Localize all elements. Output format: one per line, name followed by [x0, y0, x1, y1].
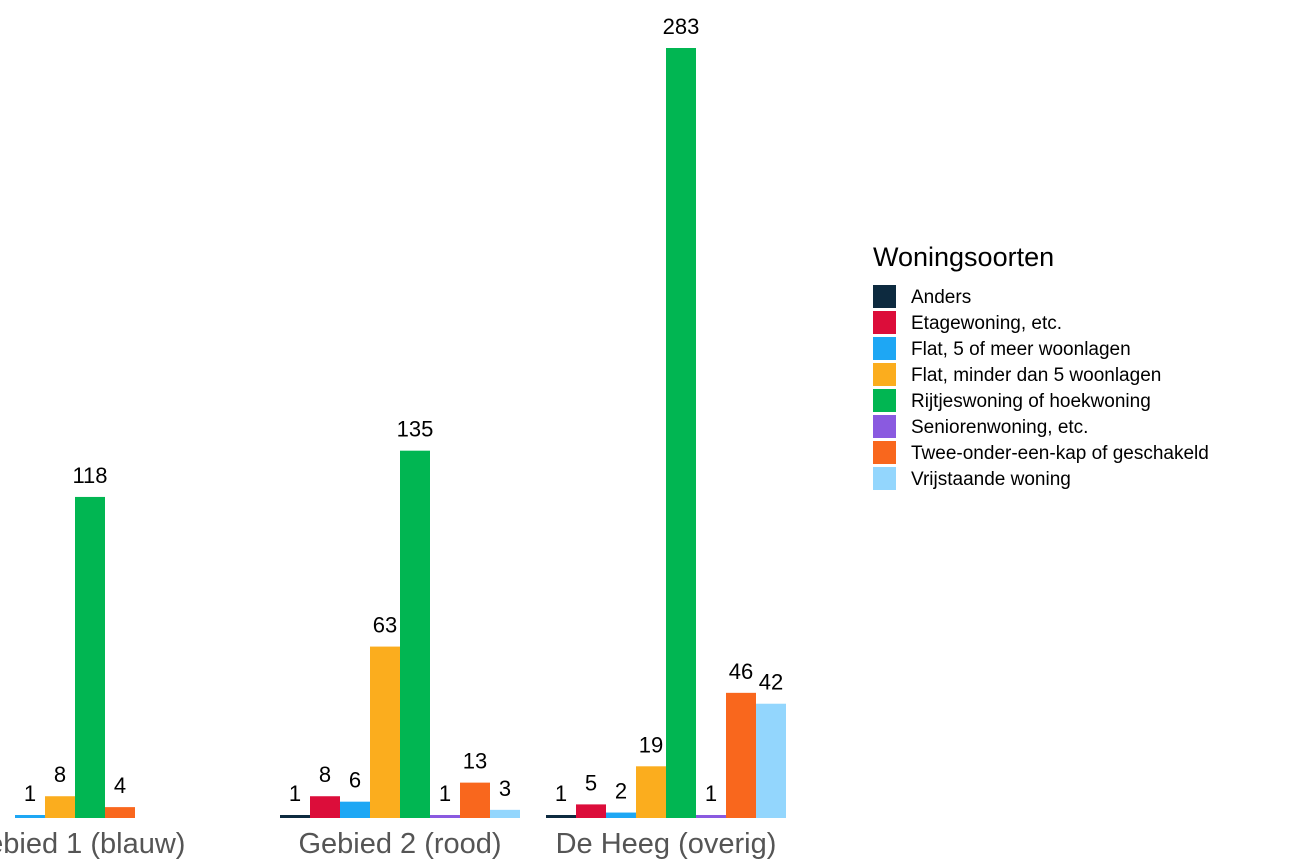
value-label-gebied-1-blauw-twee-onder-een-kap-of-geschakeld: 4 — [114, 773, 126, 798]
legend-swatch-anders — [873, 285, 896, 308]
value-label-de-heeg-overig-twee-onder-een-kap-of-geschakeld: 46 — [729, 659, 753, 684]
bar-gebied-1-blauw-rijtjeswoning-of-hoekwoning — [75, 496, 105, 818]
bar-gebied-2-rood-rijtjeswoning-of-hoekwoning — [400, 450, 430, 818]
bar-de-heeg-overig-seniorenwoning-etc — [696, 815, 726, 818]
legend-swatch-flat-5-of-meer-woonlagen — [873, 337, 896, 360]
value-label-de-heeg-overig-anders: 1 — [555, 781, 567, 806]
x-tick-label-gebied-2-rood: Gebied 2 (rood) — [298, 828, 501, 860]
value-label-de-heeg-overig-rijtjeswoning-of-hoekwoning: 283 — [663, 14, 700, 39]
legend-swatch-etagewoning-etc — [873, 311, 896, 334]
x-axis-tick-labels: Gebied 1 (blauw) Gebied 2 (rood) De Heeg (… — [0, 828, 776, 860]
legend: Woningsoorten Anders Etagewoning, etc. Fla… — [873, 242, 1209, 490]
value-label-gebied-2-rood-rijtjeswoning-of-hoekwoning: 135 — [397, 417, 434, 442]
legend-label-rijtjeswoning-of-hoekwoning: Rijtjeswoning of hoekwoning — [911, 391, 1151, 412]
value-label-gebied-2-rood-flat-minder-dan-5-woonlagen: 63 — [373, 613, 397, 638]
value-label-de-heeg-overig-vrijstaande-woning: 42 — [759, 670, 783, 695]
legend-swatch-rijtjeswoning-of-hoekwoning — [873, 389, 896, 412]
bar-de-heeg-overig-anders — [546, 815, 576, 818]
value-label-de-heeg-overig-flat-minder-dan-5-woonlagen: 19 — [639, 732, 663, 757]
legend-swatch-vrijstaande-woning — [873, 467, 896, 490]
bar-gebied-2-rood-seniorenwoning-etc — [430, 815, 460, 818]
legend-title: Woningsoorten — [873, 242, 1054, 272]
legend-label-vrijstaande-woning: Vrijstaande woning — [911, 469, 1071, 490]
bar-gebied-2-rood-anders — [280, 815, 310, 818]
value-label-gebied-2-rood-flat-5-of-meer-woonlagen: 6 — [349, 768, 361, 793]
bar-de-heeg-overig-etagewoning-etc — [576, 804, 606, 818]
value-label-gebied-1-blauw-rijtjeswoning-of-hoekwoning: 118 — [72, 463, 107, 488]
value-label-gebied-2-rood-vrijstaande-woning: 3 — [499, 776, 511, 801]
value-label-gebied-1-blauw-flat-minder-dan-5-woonlagen: 8 — [54, 762, 66, 787]
value-label-de-heeg-overig-flat-5-of-meer-woonlagen: 2 — [615, 779, 627, 804]
value-label-de-heeg-overig-etagewoning-etc: 5 — [585, 770, 597, 795]
bar-gebied-2-rood-flat-5-of-meer-woonlagen — [340, 801, 370, 818]
bar-gebied-2-rood-flat-minder-dan-5-woonlagen — [370, 646, 400, 818]
bar-gebied-1-blauw-twee-onder-een-kap-of-geschakeld — [105, 807, 135, 818]
legend-swatch-twee-onder-een-kap-of-geschakeld — [873, 441, 896, 464]
x-tick-label-de-heeg-overig: De Heeg (overig) — [556, 828, 777, 860]
legend-label-etagewoning-etc: Etagewoning, etc. — [911, 313, 1062, 334]
bar-de-heeg-overig-vrijstaande-woning — [756, 703, 786, 818]
bar-de-heeg-overig-flat-minder-dan-5-woonlagen — [636, 766, 666, 818]
bar-gebied-2-rood-vrijstaande-woning — [490, 809, 520, 818]
legend-label-flat-minder-dan-5-woonlagen: Flat, minder dan 5 woonlagen — [911, 365, 1161, 386]
legend-label-anders: Anders — [911, 287, 971, 308]
legend-swatch-flat-minder-dan-5-woonlagen — [873, 363, 896, 386]
bar-de-heeg-overig-twee-onder-een-kap-of-geschakeld — [726, 692, 756, 818]
value-label-gebied-2-rood-etagewoning-etc: 8 — [319, 762, 331, 787]
value-label-gebied-2-rood-twee-onder-een-kap-of-geschakeld: 13 — [463, 749, 487, 774]
bar-gebied-1-blauw-flat-5-of-meer-woonlagen — [15, 815, 45, 818]
bar-gebied-2-rood-etagewoning-etc — [310, 796, 340, 818]
bar-de-heeg-overig-rijtjeswoning-of-hoekwoning — [666, 48, 696, 818]
value-label-de-heeg-overig-seniorenwoning-etc: 1 — [705, 781, 717, 806]
x-tick-label-gebied-1-blauw: Gebied 1 (blauw) — [0, 828, 185, 860]
value-label-gebied-1-blauw-flat-5-of-meer-woonlagen: 1 — [24, 781, 36, 806]
legend-label-seniorenwoning-etc: Seniorenwoning, etc. — [911, 417, 1088, 438]
bar-gebied-2-rood-twee-onder-een-kap-of-geschakeld — [460, 782, 490, 818]
value-label-gebied-2-rood-seniorenwoning-etc: 1 — [439, 781, 451, 806]
legend-label-twee-onder-een-kap-of-geschakeld: Twee-onder-een-kap of geschakeld — [911, 443, 1209, 464]
bar-de-heeg-overig-flat-5-of-meer-woonlagen — [606, 812, 636, 818]
bars-layer — [15, 48, 786, 818]
legend-swatch-seniorenwoning-etc — [873, 415, 896, 438]
legend-label-flat-5-of-meer-woonlagen: Flat, 5 of meer woonlagen — [911, 339, 1131, 360]
bar-gebied-1-blauw-flat-minder-dan-5-woonlagen — [45, 796, 75, 818]
value-label-gebied-2-rood-anders: 1 — [289, 781, 301, 806]
